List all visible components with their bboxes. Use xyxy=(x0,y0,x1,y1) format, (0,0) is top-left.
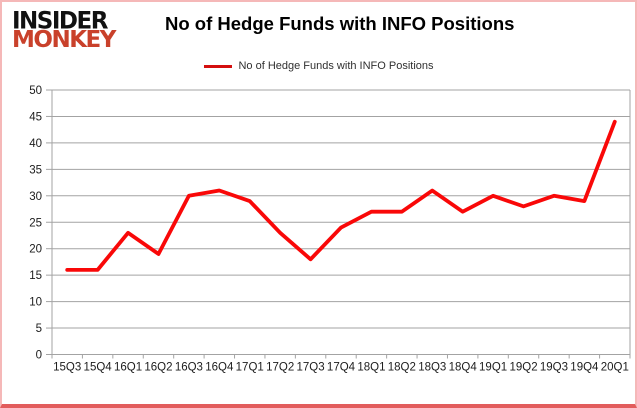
x-axis-label: 15Q3 xyxy=(53,362,81,374)
series-line xyxy=(65,119,617,272)
x-axis-label: 16Q2 xyxy=(144,362,172,374)
y-axis-label: 20 xyxy=(29,244,42,256)
legend-line-swatch xyxy=(203,64,232,68)
y-axis-label: 40 xyxy=(29,138,42,150)
x-axis-label: 16Q4 xyxy=(205,362,234,374)
x-axis-label: 18Q1 xyxy=(357,362,385,374)
x-axis-label: 16Q3 xyxy=(175,362,203,374)
y-axis-label: 5 xyxy=(36,323,42,335)
x-axis-label: 19Q2 xyxy=(509,362,537,374)
x-axis-label: 17Q2 xyxy=(266,362,294,374)
x-axis-label: 17Q4 xyxy=(327,362,356,374)
logo-text-insider: INSIDER xyxy=(12,7,108,35)
x-axis-label: 19Q3 xyxy=(540,362,568,374)
x-axis-label: 18Q4 xyxy=(449,362,478,374)
x-axis-label: 15Q4 xyxy=(84,362,113,374)
x-axis-label: 20Q1 xyxy=(601,362,629,374)
x-axis-label: 19Q4 xyxy=(570,362,599,374)
x-axis-label: 17Q1 xyxy=(236,362,264,374)
x-axis-label: 18Q2 xyxy=(388,362,416,374)
y-axis-label: 35 xyxy=(29,164,42,176)
legend-label: No of Hedge Funds with INFO Positions xyxy=(238,60,434,72)
y-axis-label: 50 xyxy=(29,85,42,97)
x-axis-label: 18Q3 xyxy=(418,362,446,374)
y-axis-label: 45 xyxy=(29,111,42,123)
x-axis-label: 19Q1 xyxy=(479,362,507,374)
x-axis-label: 17Q3 xyxy=(297,362,325,374)
x-axis-label: 16Q1 xyxy=(114,362,142,374)
legend: No of Hedge Funds with INFO Positions xyxy=(203,60,434,72)
logo-text-monkey: MONKEY xyxy=(12,27,116,53)
y-axis-label: 30 xyxy=(29,191,42,203)
chart-title: No of Hedge Funds with INFO Positions xyxy=(165,13,515,34)
y-axis-label: 25 xyxy=(29,217,42,229)
insider-monkey-logo: INSIDER MONKEY xyxy=(12,7,162,53)
y-axis-label: 10 xyxy=(29,297,42,309)
y-axis-label: 0 xyxy=(36,350,42,362)
y-axis-label: 15 xyxy=(29,270,42,282)
